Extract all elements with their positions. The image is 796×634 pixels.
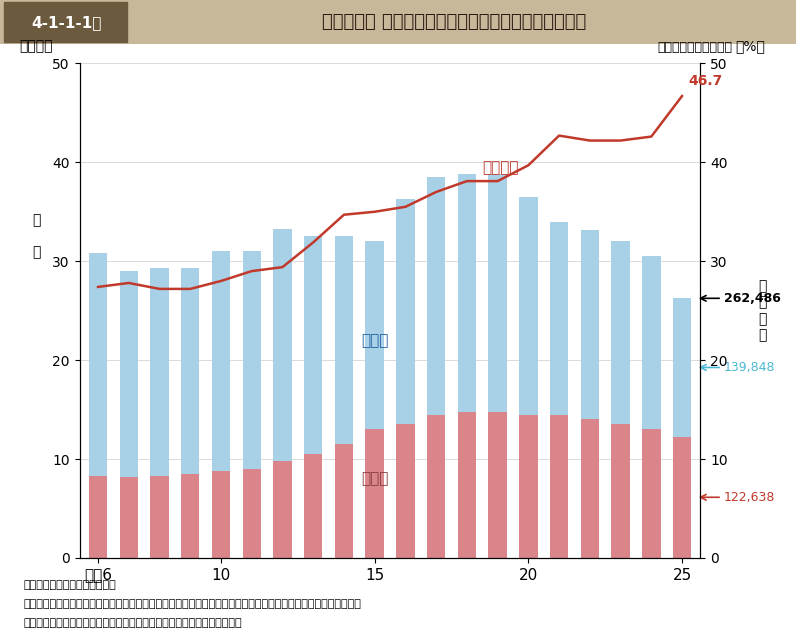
Text: 262,486: 262,486 (724, 292, 780, 305)
Bar (550, 222, 568, 415)
Bar (150, 476, 169, 558)
Bar (519, 415, 537, 558)
Bar (181, 268, 200, 474)
Bar (642, 256, 661, 429)
Bar (365, 242, 384, 429)
Bar (458, 174, 476, 411)
Bar (150, 268, 169, 476)
Bar (89, 254, 107, 476)
Bar (458, 411, 476, 558)
Bar (365, 429, 384, 558)
Bar (119, 271, 138, 477)
Text: 再犯者: 再犯者 (361, 471, 388, 486)
Y-axis label: 再
犯
者
率: 再 犯 者 率 (759, 280, 767, 342)
Bar (119, 477, 138, 558)
Text: 人

員: 人 員 (32, 213, 41, 260)
Bar (212, 251, 230, 471)
Bar (611, 424, 630, 558)
Text: 初犯者: 初犯者 (361, 333, 388, 348)
Text: 注　１　警察庁の統計による。: 注 １ 警察庁の統計による。 (24, 580, 117, 590)
Bar (334, 236, 353, 444)
Bar (396, 199, 415, 424)
Text: （平成６年～２５年）: （平成６年～２５年） (657, 41, 732, 54)
Text: ２　「再犯者」は，前に道路交通法違反を除く犯罪により検挙されたことがあり，再び検挙された者をいう。: ２ 「再犯者」は，前に道路交通法違反を除く犯罪により検挙されたことがあり，再び検… (24, 599, 361, 609)
Bar (642, 429, 661, 558)
Text: （%）: （%） (736, 39, 765, 53)
Bar (489, 174, 507, 411)
Bar (580, 420, 599, 558)
Bar (273, 229, 291, 461)
Bar (396, 424, 415, 558)
Bar (550, 415, 568, 558)
Bar (243, 251, 261, 469)
Bar (304, 236, 322, 454)
Text: 122,638: 122,638 (724, 491, 775, 504)
Bar (304, 454, 322, 558)
Bar (273, 461, 291, 558)
Bar (427, 177, 446, 415)
Bar (427, 415, 446, 558)
Y-axis label: （万人）: （万人） (19, 39, 53, 53)
Bar (519, 197, 537, 415)
Bar (212, 471, 230, 558)
Text: 46.7: 46.7 (689, 74, 723, 88)
Text: 4-1-1-1図: 4-1-1-1図 (31, 15, 101, 30)
Bar (334, 444, 353, 558)
Bar (489, 411, 507, 558)
Text: 再犯者率: 再犯者率 (482, 160, 519, 175)
Bar (673, 299, 691, 437)
Text: 139,848: 139,848 (724, 361, 775, 374)
Bar (611, 242, 630, 424)
Text: ３　「再犯者率」は，検挙人員に占める再犯者の人員の比率をいう。: ３ 「再犯者率」は，検挙人員に占める再犯者の人員の比率をいう。 (24, 618, 243, 628)
Bar (580, 230, 599, 420)
Bar (89, 476, 107, 558)
Bar (181, 474, 200, 558)
Text: 一般刑法犯 検挙人員中の再犯者人員・再犯者率の推移: 一般刑法犯 検挙人員中の再犯者人員・再犯者率の推移 (322, 13, 586, 31)
Bar (243, 469, 261, 558)
Bar (673, 437, 691, 558)
Bar (4, 2, 127, 42)
